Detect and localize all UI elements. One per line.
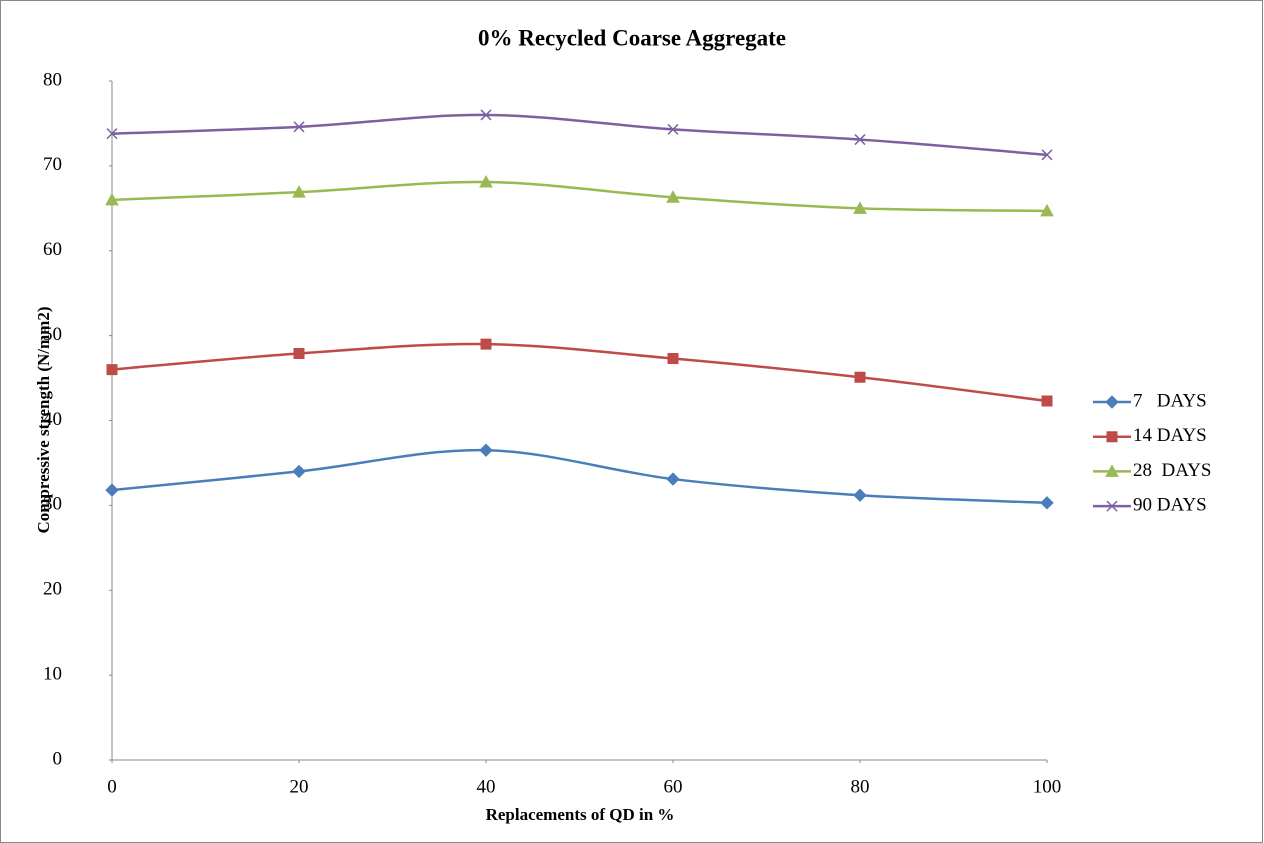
y-tick-label: 50 [43, 324, 62, 345]
legend-label: 90 DAYS [1133, 494, 1207, 515]
y-tick-label: 80 [43, 69, 62, 90]
x-tick-label: 60 [664, 776, 683, 797]
y-tick-label: 0 [53, 748, 63, 769]
y-tick-label: 60 [43, 239, 62, 260]
y-axis-label: Compressive strength (N/mm2) [34, 307, 53, 534]
marker [667, 353, 679, 365]
legend-marker [1106, 500, 1118, 512]
series-line [111, 448, 1048, 505]
marker [293, 347, 305, 359]
marker [105, 192, 119, 206]
marker [292, 185, 306, 198]
marker [1041, 149, 1053, 161]
marker [479, 443, 493, 457]
marker [106, 128, 118, 140]
x-tick-label: 20 [290, 776, 309, 797]
marker [1040, 496, 1054, 510]
legend-marker [1105, 464, 1119, 477]
marker [480, 109, 492, 121]
series-line [111, 342, 1048, 403]
marker [106, 364, 118, 376]
x-tick-label: 0 [107, 776, 117, 797]
y-tick-label: 10 [43, 663, 62, 684]
legend-marker [1105, 395, 1119, 409]
x-tick-label: 80 [851, 776, 870, 797]
marker [480, 338, 492, 350]
legend-label: 7 DAYS [1133, 390, 1207, 411]
marker [853, 201, 867, 214]
y-tick-label: 30 [43, 494, 62, 515]
x-tick-label: 40 [477, 776, 496, 797]
x-axis-label: Replacements of QD in % [486, 805, 675, 824]
marker [293, 121, 305, 133]
legend-marker [1106, 431, 1118, 443]
x-tick-label: 100 [1033, 776, 1062, 797]
marker [1040, 203, 1054, 217]
marker [666, 472, 680, 486]
marker [854, 134, 866, 146]
marker [667, 123, 679, 135]
legend-label: 14 DAYS [1133, 425, 1207, 446]
marker [292, 464, 306, 479]
marker [1041, 395, 1053, 407]
y-tick-label: 20 [43, 579, 62, 600]
marker [854, 371, 866, 383]
marker [479, 174, 493, 188]
legend-label: 28 DAYS [1133, 460, 1212, 481]
series-line [111, 180, 1048, 213]
marker [853, 488, 867, 502]
y-tick-label: 40 [43, 409, 62, 430]
chart-title: 0% Recycled Coarse Aggregate [478, 25, 786, 50]
y-tick-label: 70 [43, 154, 62, 175]
marker [666, 190, 680, 203]
series-line [111, 113, 1048, 157]
marker [105, 483, 119, 497]
